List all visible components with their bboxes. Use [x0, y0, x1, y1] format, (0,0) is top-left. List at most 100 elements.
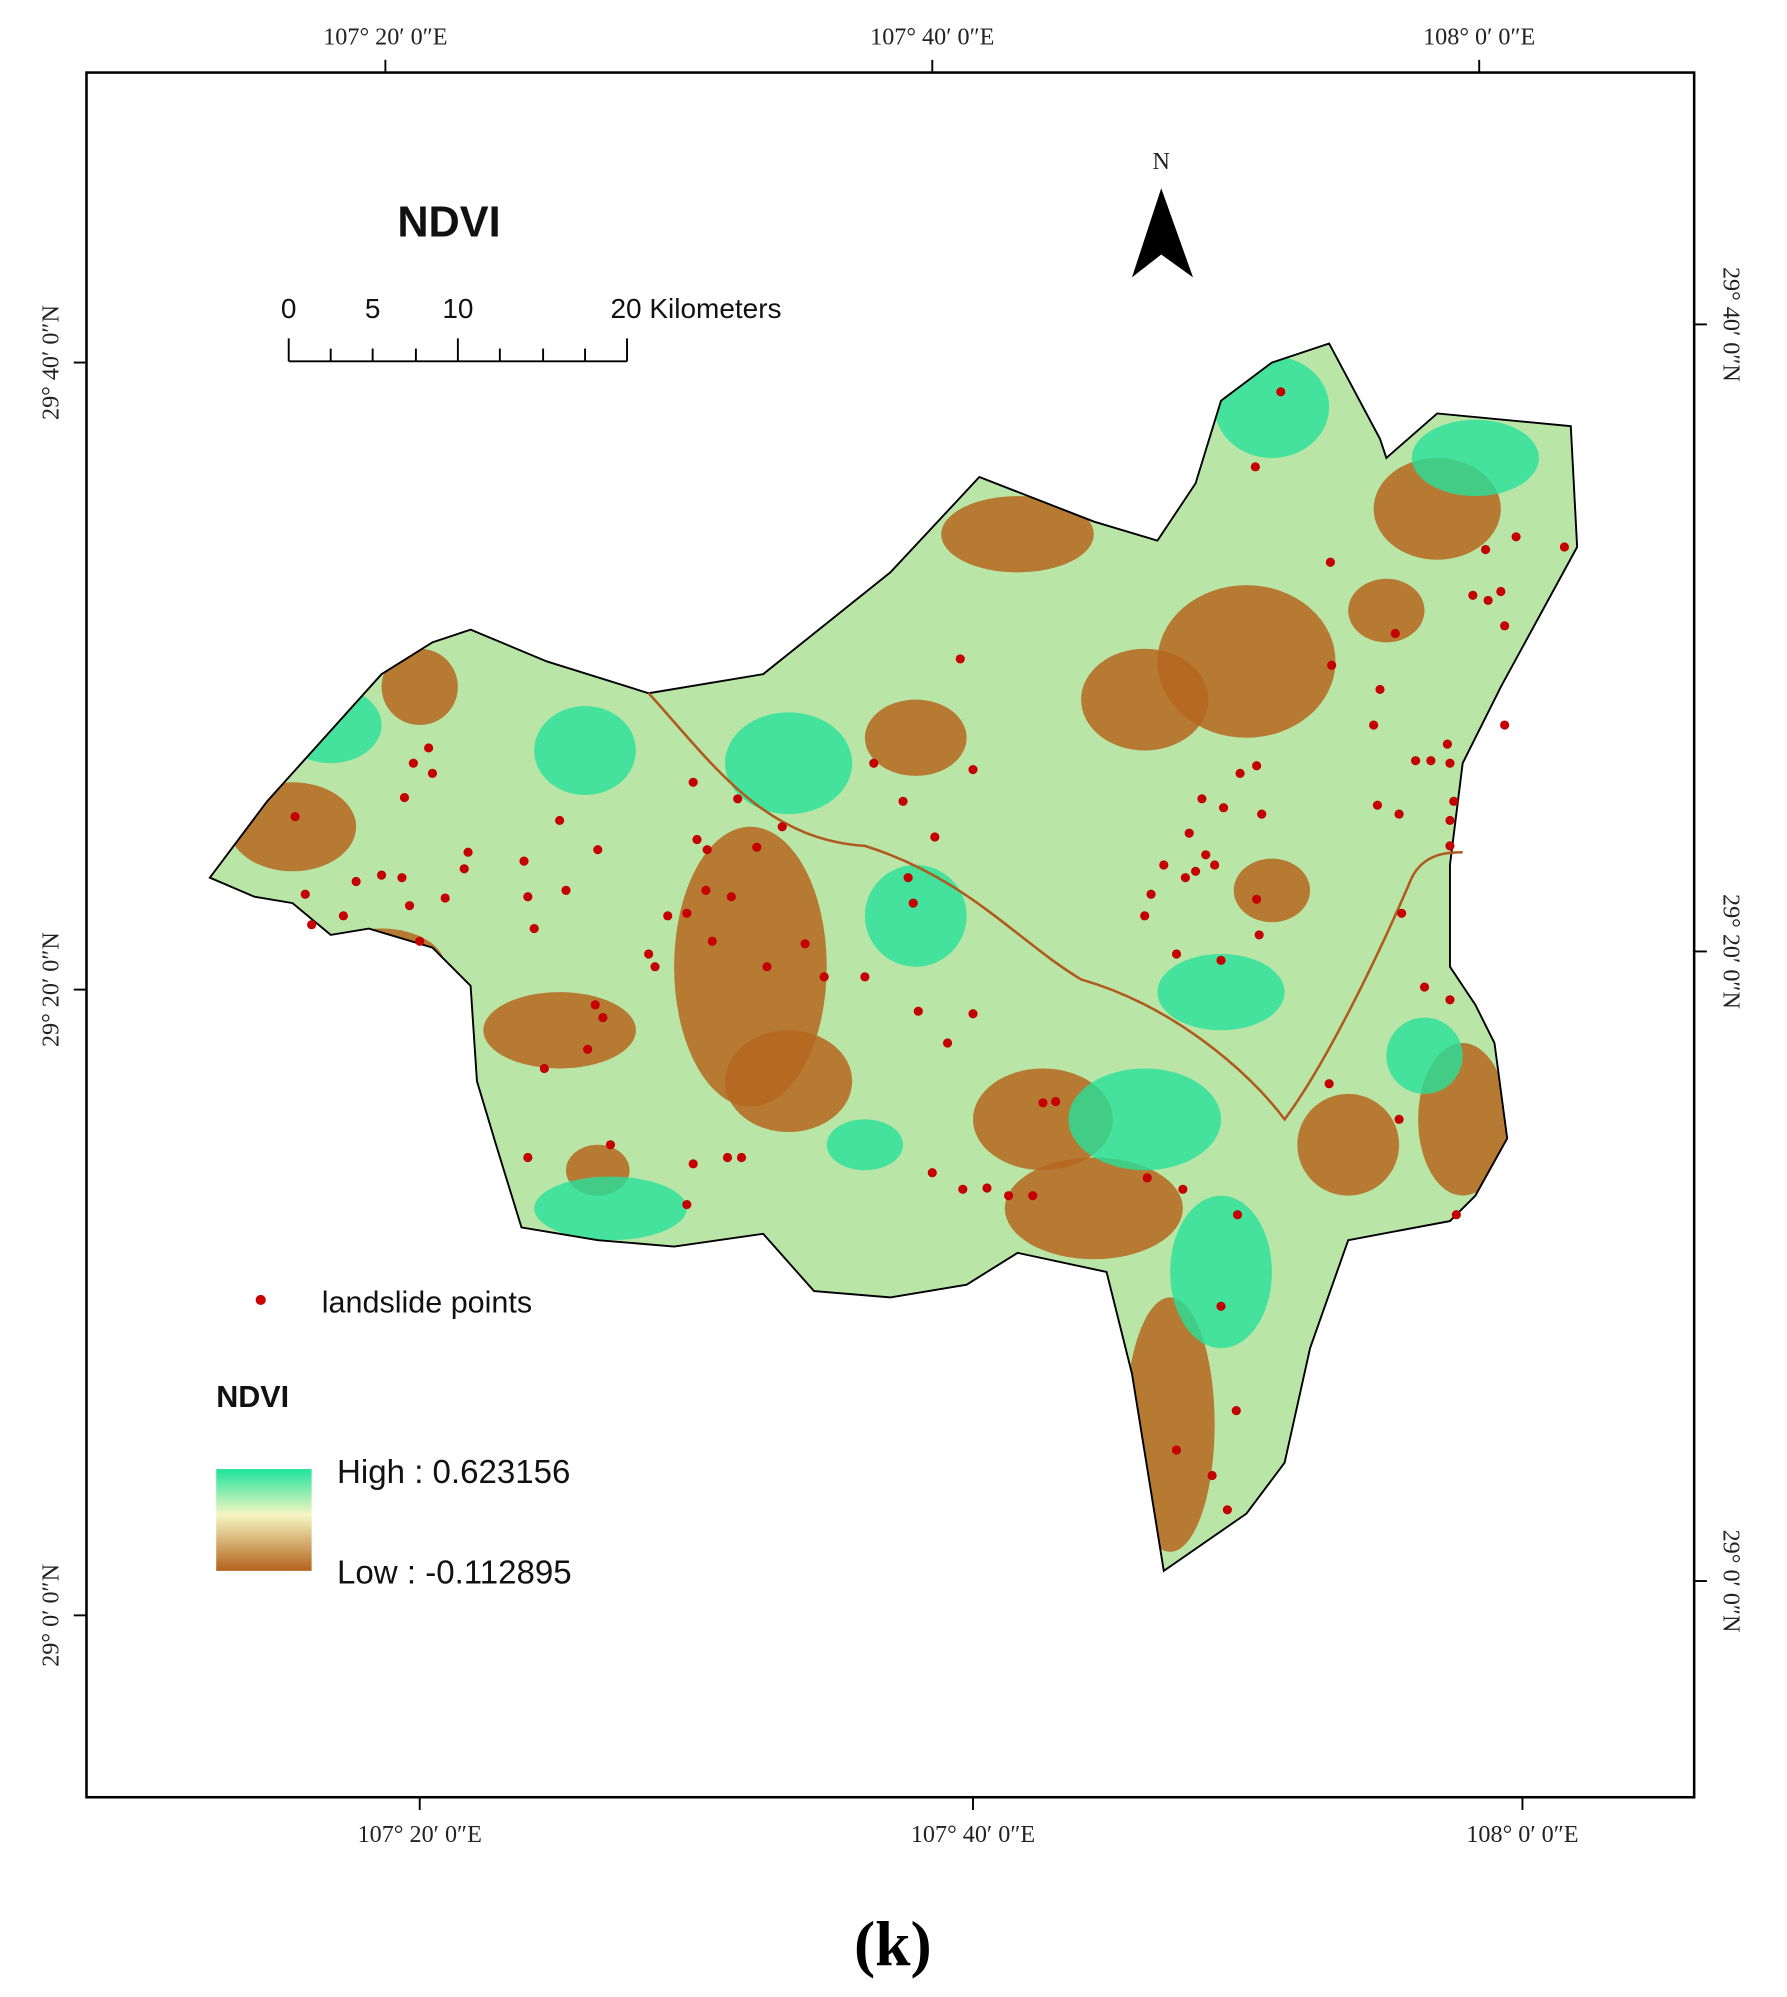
landslide-point — [1254, 930, 1264, 940]
landslide-point — [1372, 800, 1383, 810]
landslide-point — [1375, 684, 1385, 695]
landslide-point — [459, 864, 469, 874]
high-ndvi-area — [826, 1119, 904, 1171]
high-ndvi-area — [1411, 419, 1539, 497]
landslide-point — [529, 923, 539, 934]
landslide-point — [590, 1000, 600, 1010]
landslide-point — [1445, 995, 1455, 1005]
landslide-point — [1235, 768, 1245, 778]
right-coord-label: 29° 0′ 0″N — [1717, 1530, 1744, 1633]
landslide-point — [1449, 796, 1459, 806]
landslide-point — [593, 845, 603, 855]
landslide-point — [1207, 1470, 1217, 1481]
landslide-point — [463, 847, 473, 857]
landslide-point — [1511, 532, 1521, 542]
legend-point-symbol — [255, 1294, 266, 1306]
right-coord-label: 29° 20′ 0″N — [1717, 894, 1744, 1009]
landslide-point — [1232, 1210, 1243, 1220]
north-arrow — [1131, 188, 1194, 278]
landslide-point — [762, 962, 772, 972]
high-ndvi-area — [864, 864, 967, 967]
landslide-point — [1496, 586, 1506, 597]
landslide-point — [650, 962, 660, 972]
bottom-coord-label: 107° 20′ 0″E — [358, 1821, 482, 1848]
low-ndvi-area — [864, 699, 967, 776]
low-ndvi-area — [483, 992, 636, 1069]
landslide-point — [688, 777, 698, 787]
landslide-point — [968, 1009, 978, 1019]
high-ndvi-area — [724, 712, 853, 815]
landslide-point — [351, 876, 361, 887]
landslide-point — [955, 654, 965, 664]
low-ndvi-area — [381, 648, 458, 726]
low-ndvi-area — [972, 1068, 1113, 1171]
landslide-point — [644, 949, 654, 959]
landslide-point — [1325, 557, 1335, 567]
landslide-point — [427, 768, 438, 778]
landslide-point — [927, 1168, 937, 1178]
landslide-point — [376, 870, 387, 880]
landslide-point — [1201, 850, 1211, 860]
landslide-point — [583, 1044, 593, 1054]
high-ndvi-area — [1386, 1017, 1463, 1094]
right-coord-label: 29° 40′ 0″N — [1717, 267, 1744, 382]
river — [647, 692, 1463, 1122]
landslide-point — [1231, 1406, 1241, 1416]
landslide-point — [1411, 756, 1421, 766]
landslide-point — [701, 885, 711, 895]
landslide-point — [1390, 628, 1400, 639]
landslide-point — [1171, 949, 1182, 959]
landslide-point — [1252, 894, 1262, 904]
landslide-point — [424, 743, 434, 753]
scale-label: 5 — [365, 293, 381, 324]
landslide-point — [777, 822, 787, 832]
high-ndvi-area — [1170, 1195, 1272, 1349]
landslide-point — [942, 1038, 953, 1048]
landslide-point — [1327, 660, 1337, 670]
landslide-point — [1222, 1505, 1232, 1515]
landslide-point — [1197, 794, 1207, 804]
scale-label: 10 — [442, 293, 473, 324]
landslide-point — [1369, 720, 1379, 730]
landslide-point — [1004, 1191, 1014, 1201]
landslide-point — [1394, 1114, 1404, 1124]
low-ndvi-area — [1348, 578, 1425, 643]
low-ndvi-area — [1233, 858, 1311, 923]
bottom-coord-label: 107° 40′ 0″E — [911, 1821, 1035, 1848]
landslide-point — [397, 873, 407, 883]
landslide-point — [307, 920, 317, 930]
landslide-point — [523, 1152, 533, 1163]
landslide-point — [1500, 621, 1510, 631]
landslide-point — [338, 911, 348, 921]
landslide-point — [733, 794, 743, 804]
low-ndvi-area — [1081, 648, 1209, 751]
landslide-point — [1140, 911, 1150, 921]
low-ndvi-area — [724, 1030, 853, 1133]
scale-label: 0 — [281, 293, 297, 324]
landslide-point — [1442, 739, 1452, 749]
landslide-point — [1445, 758, 1455, 768]
legend-color-ramp — [216, 1469, 312, 1571]
legend-high: High : 0.623156 — [337, 1454, 570, 1491]
landslide-point — [908, 898, 918, 908]
landslide-point — [300, 889, 310, 899]
landslide-point — [415, 936, 425, 946]
landslide-point — [440, 893, 450, 903]
top-coord-label: 107° 20′ 0″E — [323, 24, 447, 51]
low-ndvi-area — [1004, 1157, 1183, 1260]
landslide-point — [1159, 860, 1169, 870]
landslide-point — [752, 842, 762, 852]
landslide-point — [869, 758, 879, 768]
landslide-point — [399, 792, 410, 803]
landslide-point — [1216, 955, 1226, 965]
landslide-point — [408, 758, 418, 768]
landslide-point — [1180, 873, 1190, 883]
landslide-point — [1559, 542, 1569, 552]
landslide-point — [1190, 866, 1201, 876]
landslide-point — [539, 1063, 549, 1074]
legend-points-label: landslide points — [322, 1286, 532, 1320]
landslide-point — [605, 1140, 616, 1150]
landslide-point — [1028, 1191, 1038, 1201]
scale-bar — [287, 338, 628, 363]
